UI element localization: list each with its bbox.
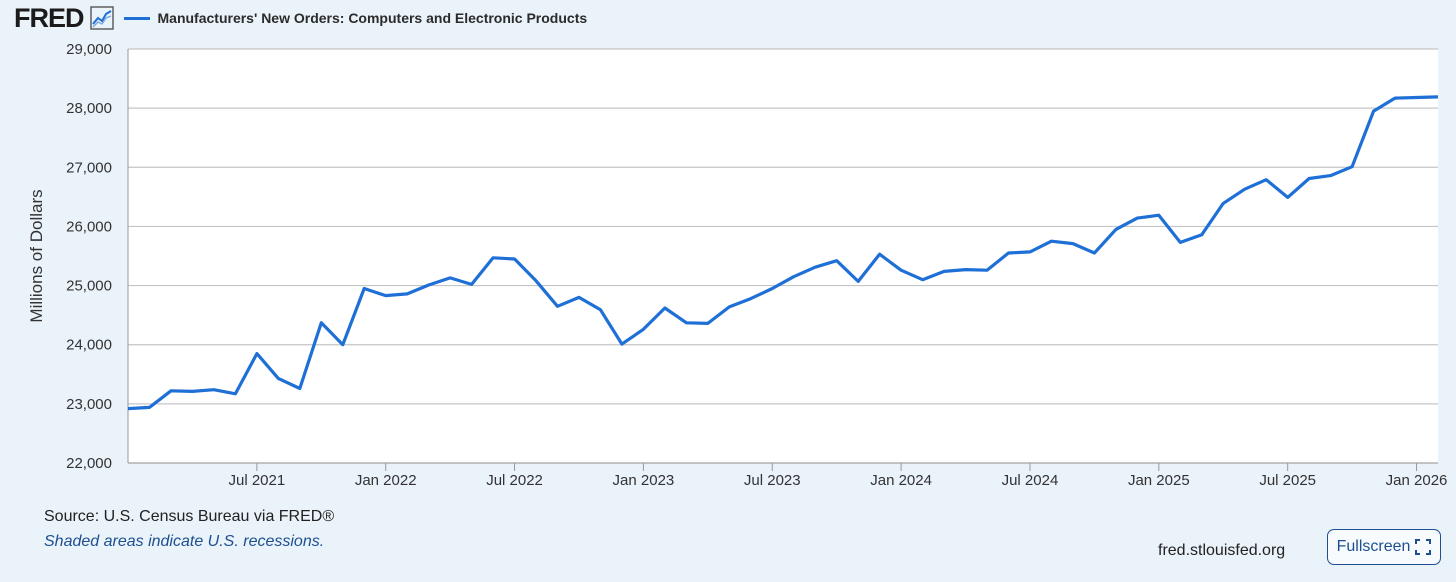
series-line[interactable]: [127, 95, 1439, 411]
x-tick-label: Jan 2025: [1128, 472, 1190, 489]
source-note: Source: U.S. Census Bureau via FRED®: [44, 508, 335, 525]
fullscreen-icon: [1415, 539, 1432, 555]
chart-header: FRED Manufacturers' New Orders: Computer…: [14, 4, 587, 32]
legend: Manufacturers' New Orders: Computers and…: [123, 10, 588, 26]
line-chart: 22,000 23,000 24,000 25,000 26,000 27,000 28,0…: [27, 41, 1448, 489]
y-tick-label: 24,000: [66, 337, 112, 354]
y-tick-label: 22,000: [66, 455, 112, 472]
y-tick-label: 23,000: [66, 396, 112, 413]
x-tick-label: Jul 2021: [228, 472, 285, 489]
x-tick-label: Jan 2022: [355, 472, 417, 489]
y-tick-label: 29,000: [66, 41, 112, 58]
x-tick-label: Jul 2022: [486, 472, 543, 489]
x-tick-label: Jan 2023: [613, 472, 675, 489]
x-tick-label: Jan 2026: [1386, 472, 1448, 489]
fullscreen-button[interactable]: Fullscreen: [1327, 529, 1441, 565]
x-tick-label: Jan 2024: [870, 472, 932, 489]
fullscreen-label: Fullscreen: [1336, 538, 1411, 555]
line-chart-icon: [89, 6, 114, 30]
legend-swatch: [123, 16, 150, 20]
legend-label: Manufacturers' New Orders: Computers and…: [157, 10, 588, 26]
y-tick-label: 28,000: [66, 100, 112, 117]
x-tick-label: Jul 2025: [1259, 472, 1316, 489]
x-tick-label: Jul 2024: [1002, 472, 1059, 489]
recession-note: Shaded areas indicate U.S. recessions.: [44, 533, 325, 550]
y-axis: 22,000 23,000 24,000 25,000 26,000 27,000 28,0…: [66, 41, 129, 472]
x-axis: Jul 2021 Jan 2022 Jul 2022 Jan 2023 Jul 2023…: [128, 462, 1448, 489]
fred-logo[interactable]: FRED: [14, 3, 84, 33]
site-url[interactable]: fred.stlouisfed.org: [1158, 542, 1286, 559]
series-group: [127, 95, 1439, 411]
x-tick-label: Jul 2023: [744, 472, 801, 489]
y-tick-label: 27,000: [66, 159, 112, 176]
y-axis-label: Millions of Dollars: [27, 189, 46, 322]
y-tick-label: 26,000: [66, 218, 112, 235]
y-tick-label: 25,000: [66, 278, 112, 295]
plot-area: [128, 49, 1438, 463]
